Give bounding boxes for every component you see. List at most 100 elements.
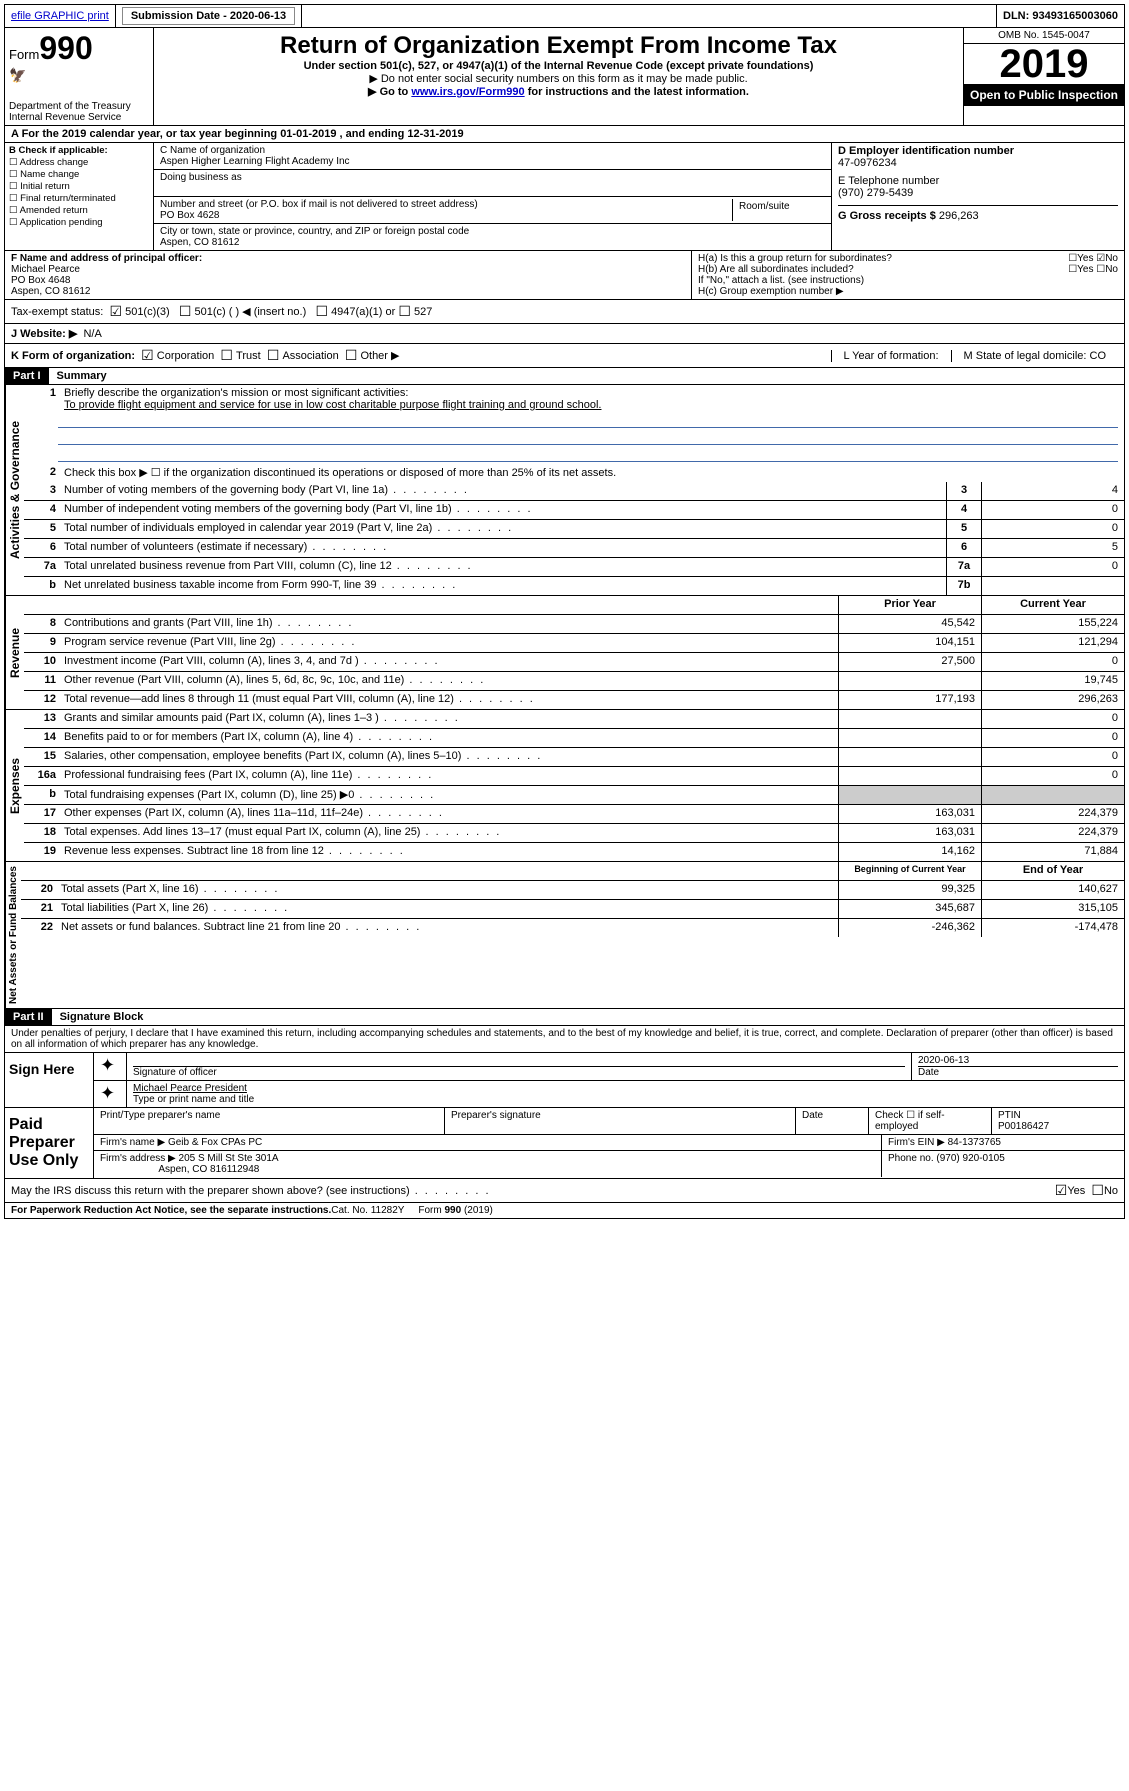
prior-10: 27,500 (838, 653, 981, 671)
org-name: Aspen Higher Learning Flight Academy Inc (160, 156, 825, 167)
topbar: efile GRAPHIC print Submission Date - 20… (4, 4, 1125, 28)
line-10: Investment income (Part VIII, column (A)… (60, 653, 838, 671)
form-label: Form990 (9, 30, 149, 67)
line-6: Total number of volunteers (estimate if … (60, 539, 946, 557)
vlabel-revenue: Revenue (5, 596, 24, 709)
vlabel-net: Net Assets or Fund Balances (5, 862, 21, 1008)
cb-discuss-yes[interactable]: ☑ (1055, 1182, 1068, 1199)
perjury: Under penalties of perjury, I declare th… (4, 1026, 1125, 1053)
cb-assoc[interactable]: ☐ (267, 347, 280, 364)
ptin: P00186427 (998, 1121, 1049, 1132)
line-21: Total liabilities (Part X, line 26) (57, 900, 838, 918)
room-label: Room/suite (733, 199, 825, 221)
line-11: Other revenue (Part VIII, column (A), li… (60, 672, 838, 690)
tel: (970) 279-5439 (838, 187, 913, 199)
dba-label: Doing business as (160, 172, 825, 183)
state-domicile: M State of legal domicile: CO (951, 350, 1118, 362)
prior-b (838, 786, 981, 804)
prior-11 (838, 672, 981, 690)
line-5: Total number of individuals employed in … (60, 520, 946, 538)
box-b: B Check if applicable: ☐ Address change … (5, 143, 154, 250)
curr-b (981, 786, 1124, 804)
form-header: Form990 🦅 Department of the Treasury Int… (4, 28, 1125, 126)
ptin-label: PTIN (998, 1110, 1021, 1121)
paid-preparer-label: Paid Preparer Use Only (5, 1108, 94, 1178)
cb-501c[interactable]: ☐ (179, 303, 192, 320)
line-9: Program service revenue (Part VIII, line… (60, 634, 838, 652)
q2: Check this box ▶ ☐ if the organization d… (60, 464, 1124, 482)
ein: 47-0976234 (838, 157, 897, 169)
open-public: Open to Public Inspection (964, 84, 1124, 106)
tax-year: 2019 (964, 44, 1124, 84)
curr-15: 0 (981, 748, 1124, 766)
instructions-link[interactable]: www.irs.gov/Form990 (411, 86, 524, 98)
curr-14: 0 (981, 729, 1124, 747)
line-16a: Professional fundraising fees (Part IX, … (60, 767, 838, 785)
line-4: Number of independent voting members of … (60, 501, 946, 519)
col-end: End of Year (981, 862, 1124, 880)
submission-button[interactable]: Submission Date - 2020-06-13 (122, 7, 295, 25)
tel-label: E Telephone number (838, 175, 939, 187)
prior-13 (838, 710, 981, 728)
val-6: 5 (981, 539, 1124, 557)
cb-address-change[interactable]: ☐ Address change (9, 157, 149, 168)
firm-name: Geib & Fox CPAs PC (168, 1137, 262, 1148)
curr-16a: 0 (981, 767, 1124, 785)
curr-12: 296,263 (981, 691, 1124, 709)
line-20: Total assets (Part X, line 16) (57, 881, 838, 899)
firm-addr1: 205 S Mill St Ste 301A (179, 1153, 279, 1164)
curr-9: 121,294 (981, 634, 1124, 652)
cb-amended[interactable]: ☐ Amended return (9, 205, 149, 216)
tax-status-row: Tax-exempt status: ☑ 501(c)(3) ☐ 501(c) … (4, 300, 1125, 324)
row-a-period: A For the 2019 calendar year, or tax yea… (4, 126, 1125, 143)
cb-app-pending[interactable]: ☐ Application pending (9, 217, 149, 228)
cb-4947[interactable]: ☐ (315, 303, 328, 320)
line-18: Total expenses. Add lines 13–17 (must eq… (60, 824, 838, 842)
col-current: Current Year (981, 596, 1124, 614)
cb-discuss-no[interactable]: ☐ (1091, 1182, 1104, 1199)
prior-14 (838, 729, 981, 747)
prior-9: 104,151 (838, 634, 981, 652)
line-14: Benefits paid to or for members (Part IX… (60, 729, 838, 747)
officer-name-label: Type or print name and title (133, 1094, 1118, 1105)
form-note2: ▶ Go to www.irs.gov/Form990 for instruct… (158, 85, 959, 98)
efile-link[interactable]: efile GRAPHIC print (5, 5, 116, 27)
prior-18: 163,031 (838, 824, 981, 842)
cb-corp[interactable]: ☑ (141, 347, 154, 364)
cb-name-change[interactable]: ☐ Name change (9, 169, 149, 180)
curr-21: 315,105 (981, 900, 1124, 918)
curr-20: 140,627 (981, 881, 1124, 899)
cb-527[interactable]: ☐ (398, 303, 411, 320)
part1-header: Part I Summary (4, 368, 1125, 385)
dln: DLN: 93493165003060 (996, 5, 1124, 27)
prior-22: -246,362 (838, 919, 981, 937)
cb-other[interactable]: ☐ (345, 347, 358, 364)
irs-label: Internal Revenue Service (9, 112, 149, 123)
box-c: C Name of organization Aspen Higher Lear… (154, 143, 832, 250)
city: Aspen, CO 81612 (160, 237, 825, 248)
cb-501c3[interactable]: ☑ (109, 303, 122, 320)
eagle-icon: 🦅 (9, 67, 25, 83)
ein-label: D Employer identification number (838, 145, 1014, 157)
box-d: D Employer identification number 47-0976… (832, 143, 1124, 250)
firm-phone: (970) 920-0105 (936, 1153, 1004, 1164)
sig-date-label: Date (918, 1066, 1118, 1078)
firm-ein: 84-1373765 (948, 1137, 1001, 1148)
prior-20: 99,325 (838, 881, 981, 899)
form-title: Return of Organization Exempt From Incom… (158, 32, 959, 60)
gross: 296,263 (939, 210, 979, 222)
box-f: F Name and address of principal officer:… (5, 251, 692, 299)
cb-initial-return[interactable]: ☐ Initial return (9, 181, 149, 192)
line-17: Other expenses (Part IX, column (A), lin… (60, 805, 838, 823)
curr-17: 224,379 (981, 805, 1124, 823)
prep-self-h: Check ☐ if self-employed (869, 1108, 992, 1134)
form-note1: ▶ Do not enter social security numbers o… (158, 72, 959, 85)
val-b (981, 577, 1124, 595)
prior-21: 345,687 (838, 900, 981, 918)
curr-19: 71,884 (981, 843, 1124, 861)
cb-final-return[interactable]: ☐ Final return/terminated (9, 193, 149, 204)
org-name-label: C Name of organization (160, 145, 825, 156)
form-subtitle: Under section 501(c), 527, or 4947(a)(1)… (158, 60, 959, 72)
cb-trust[interactable]: ☐ (220, 347, 233, 364)
prior-19: 14,162 (838, 843, 981, 861)
